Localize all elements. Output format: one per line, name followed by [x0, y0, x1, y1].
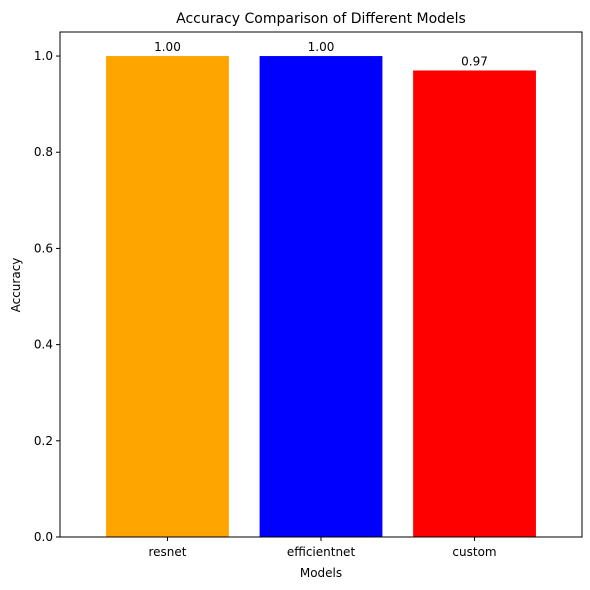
- x-axis-label: Models: [300, 566, 342, 580]
- y-tick-label: 0.2: [34, 434, 53, 448]
- bar-efficientnet: [259, 56, 383, 538]
- y-tick-label: 0.4: [34, 338, 53, 352]
- data-label-resnet: 1.00: [154, 40, 181, 54]
- y-tick-label: 0.6: [34, 241, 53, 255]
- y-axis-label: Accuracy: [9, 258, 23, 313]
- y-tick-label: 1.0: [34, 49, 53, 63]
- bar-resnet: [106, 56, 229, 538]
- y-tick-label: 0.8: [34, 145, 53, 159]
- x-tick-label-resnet: resnet: [148, 545, 186, 559]
- x-tick-label-efficientnet: efficientnet: [287, 545, 356, 559]
- x-axis-ticks: resnet efficientnet custom: [148, 537, 497, 559]
- bar-custom: [413, 70, 536, 537]
- data-label-custom: 0.97: [461, 54, 488, 68]
- bars-group: [106, 56, 536, 538]
- y-axis-ticks: 0.0 0.2 0.4 0.6 0.8 1.0: [34, 49, 60, 544]
- chart-title: Accuracy Comparison of Different Models: [176, 11, 466, 27]
- y-tick-label: 0.0: [34, 530, 53, 544]
- data-labels-group: 1.00 1.00 0.97: [154, 40, 488, 68]
- plot-frame: [59, 31, 583, 538]
- data-label-efficientnet: 1.00: [308, 40, 335, 54]
- x-tick-label-custom: custom: [452, 545, 496, 559]
